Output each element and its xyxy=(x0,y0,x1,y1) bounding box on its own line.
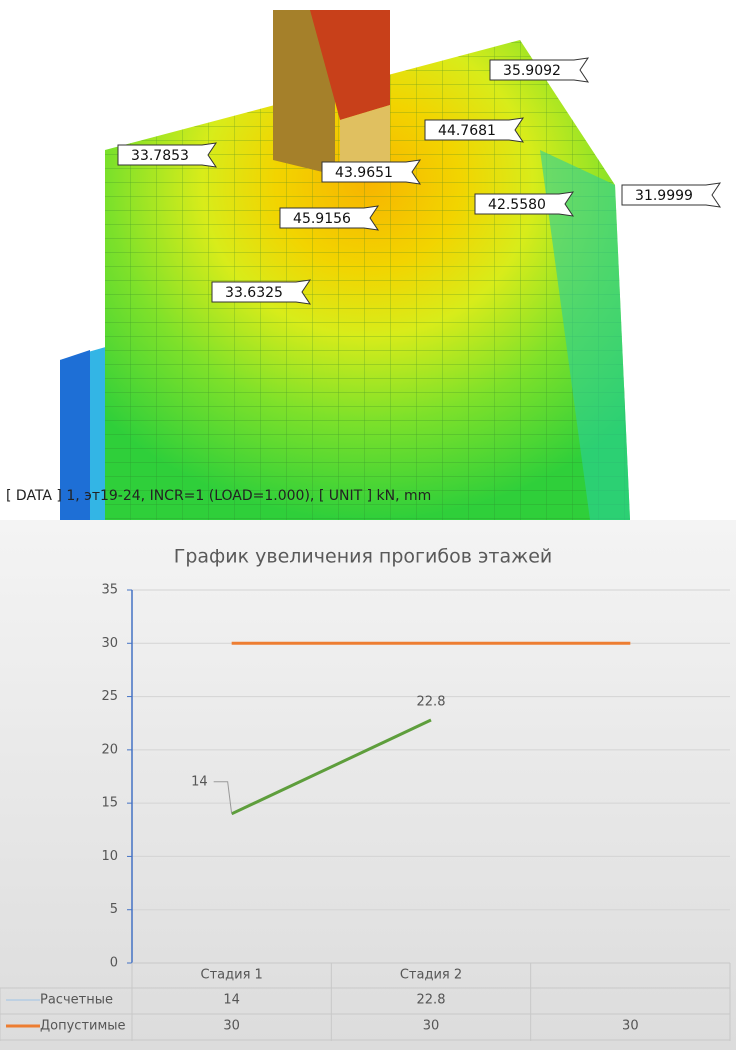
table-value: 30 xyxy=(423,1019,440,1034)
table-value: 22.8 xyxy=(417,993,446,1008)
legend-label: Допустимые xyxy=(40,1019,126,1034)
chart-area xyxy=(0,520,736,1050)
callout-label: 45.9156 xyxy=(293,211,351,227)
callout-label: 33.6325 xyxy=(225,285,283,301)
callout-label: 31.9999 xyxy=(635,188,693,204)
callout-label: 35.9092 xyxy=(503,63,561,79)
x-tick-label: Стадия 2 xyxy=(400,968,462,983)
data-label: 14 xyxy=(191,774,208,789)
page: 35.9092 44.7681 33.7853 43.9651 42.5580 31.99… xyxy=(0,0,736,1050)
y-tick-label: 20 xyxy=(101,742,118,757)
table-value: 14 xyxy=(223,993,240,1008)
caption: [ DATA ] 1, эт19-24, INCR=1 (LOAD=1.000)… xyxy=(6,488,431,504)
model-view xyxy=(0,0,736,520)
callout-label: 33.7853 xyxy=(131,148,189,164)
y-tick-label: 35 xyxy=(101,583,118,598)
x-tick-label: Стадия 1 xyxy=(201,968,263,983)
data-label: 22.8 xyxy=(417,695,446,710)
y-tick-label: 30 xyxy=(101,636,118,651)
callout-label: 42.5580 xyxy=(488,197,546,213)
y-tick-label: 10 xyxy=(101,849,118,864)
table-value: 30 xyxy=(622,1019,639,1034)
callout-label: 44.7681 xyxy=(438,123,496,139)
chart-title: График увеличения прогибов этажей xyxy=(174,546,553,568)
y-tick-label: 15 xyxy=(101,796,118,811)
y-tick-label: 25 xyxy=(101,689,118,704)
legend-label: Расчетные xyxy=(40,993,113,1008)
table-value: 30 xyxy=(223,1019,240,1034)
y-tick-label: 5 xyxy=(110,902,118,917)
y-tick-label: 0 xyxy=(110,956,118,971)
callout-label: 43.9651 xyxy=(335,165,393,181)
